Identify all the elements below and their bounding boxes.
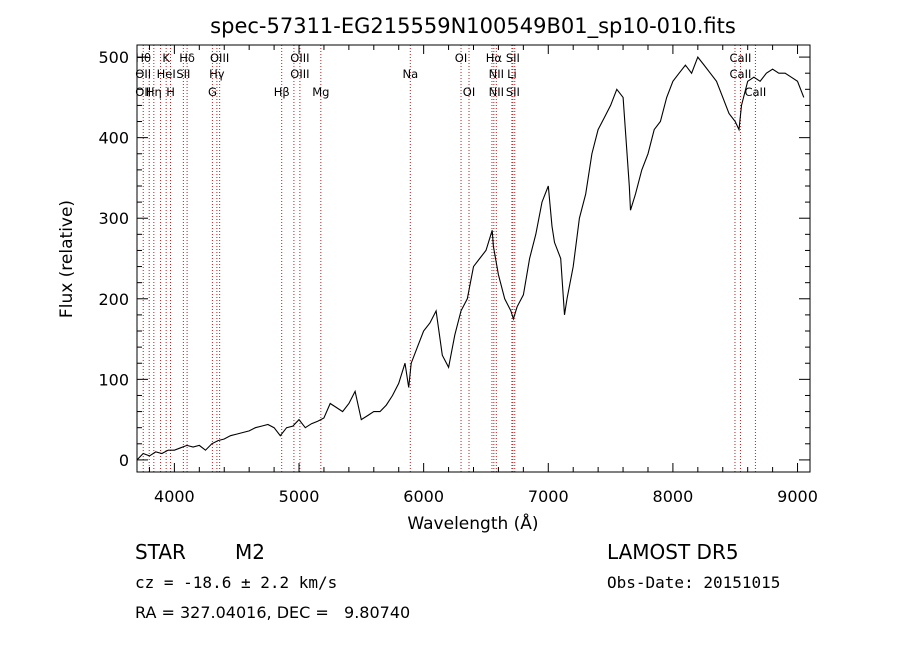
line-label: Hθ: [135, 51, 151, 65]
object-subclass: M2: [235, 540, 265, 564]
chart-title: spec-57311-EG215559N100549B01_sp10-010.f…: [210, 14, 736, 39]
line-labels: HθOIIOIIHηKHeIHSIIHδGHγOIIIHβOIIIOIIIMgN…: [135, 51, 766, 99]
line-label: CaII: [730, 67, 752, 81]
axes: 4000 5000 6000 7000 8000 9000 0 100 200 300 400 500: [98, 45, 818, 506]
line-label: Hη: [146, 85, 162, 99]
line-label: OIII: [290, 67, 309, 81]
line-label: G: [208, 85, 217, 99]
line-label: OII: [135, 85, 151, 99]
y-tick-label: 500: [98, 48, 129, 67]
y-tick-label: 400: [98, 129, 129, 148]
line-label: K: [162, 51, 170, 65]
line-label: Li: [507, 67, 517, 81]
x-tick-label: 9000: [777, 487, 818, 506]
y-tick-label: 0: [119, 451, 129, 470]
y-tick-label: 300: [98, 209, 129, 228]
plot-frame: [136, 44, 811, 473]
x-tick-label: 7000: [528, 487, 569, 506]
line-label: HeI: [157, 67, 176, 81]
spectrum-series: [136, 56, 805, 461]
line-label: Hδ: [179, 51, 195, 65]
line-label: Mg: [312, 85, 329, 99]
line-label: OII: [135, 67, 151, 81]
line-label: NII: [489, 85, 504, 99]
line-label: OIII: [290, 51, 309, 65]
y-axis-label: Flux (relative): [57, 200, 77, 318]
y-tick-label: 100: [98, 370, 129, 389]
x-tick-label: 6000: [403, 487, 444, 506]
spectral-line-markers: [142, 45, 756, 472]
x-tick-label: 5000: [279, 487, 320, 506]
line-label: SII: [176, 67, 190, 81]
line-label: Na: [402, 67, 418, 81]
redshift-cz: cz = -18.6 ± 2.2 km/s: [135, 573, 338, 592]
y-tick-label: 200: [98, 290, 129, 309]
line-label: Hβ: [274, 85, 290, 99]
line-label: CaII: [744, 85, 766, 99]
x-tick-label: 4000: [154, 487, 195, 506]
x-axis-label: Wavelength (Å): [407, 512, 538, 534]
line-label: Hα: [486, 51, 503, 65]
line-label: H: [166, 85, 175, 99]
object-class: STAR: [135, 540, 186, 564]
line-label: NII: [489, 67, 504, 81]
line-label: OIII: [210, 51, 229, 65]
line-label: SII: [506, 51, 520, 65]
spectrum-line: [136, 56, 805, 461]
line-label: CaII: [730, 51, 752, 65]
line-label: Hγ: [209, 67, 225, 81]
line-label: OI: [455, 51, 467, 65]
ra-dec: RA = 327.04016, DEC = 9.80740: [135, 603, 411, 622]
line-label: SII: [506, 85, 520, 99]
line-label: OI: [463, 85, 475, 99]
survey-name: LAMOST DR5: [607, 540, 739, 564]
x-tick-label: 8000: [653, 487, 694, 506]
obs-date: Obs-Date: 20151015: [607, 573, 781, 592]
